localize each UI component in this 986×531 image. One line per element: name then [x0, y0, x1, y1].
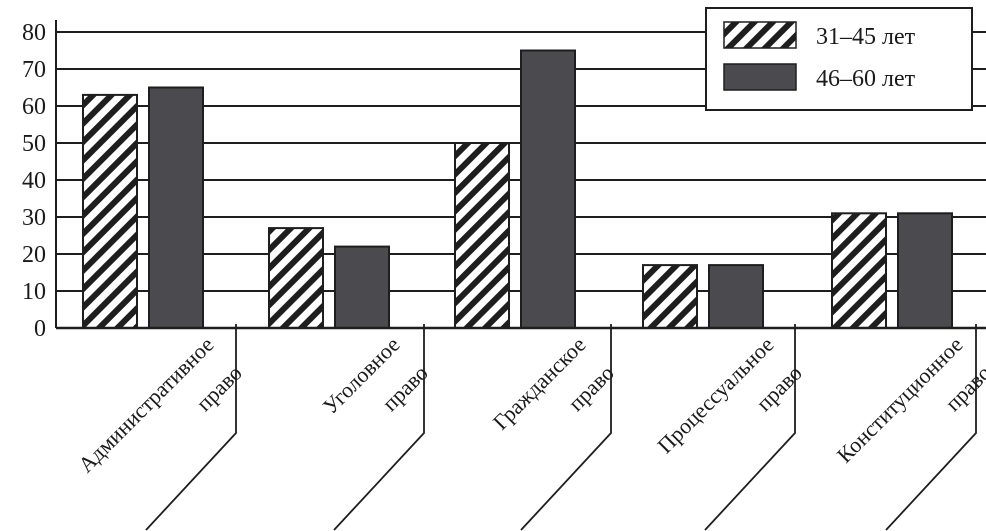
bar-series-2-5	[897, 212, 953, 329]
legend-label-series-1: 31–45 лет	[816, 24, 916, 50]
legend-label-series-2: 46–60 лет	[816, 66, 916, 92]
y-tick-label: 10	[22, 279, 46, 305]
bars	[82, 49, 953, 330]
axes	[55, 20, 986, 531]
bar-series-2-4	[708, 264, 764, 330]
y-tick-label: 20	[22, 242, 46, 268]
bar-series-2-3	[520, 49, 576, 329]
y-tick-label: 50	[22, 131, 46, 157]
y-tick-label: 60	[22, 94, 46, 120]
y-tick-label: 0	[34, 316, 46, 342]
y-tick-label: 30	[22, 205, 46, 231]
category-separator	[885, 324, 977, 531]
bar-series-1-5	[831, 212, 887, 329]
y-tick-label: 80	[22, 20, 46, 46]
category-separator	[333, 324, 425, 531]
category-separator	[704, 324, 796, 531]
bar-series-2-1	[148, 86, 204, 329]
bar-series-2-2	[334, 245, 390, 330]
y-tick-label: 70	[22, 57, 46, 83]
bar-series-1-4	[642, 264, 698, 330]
category-label: Гражданское	[488, 332, 591, 435]
legend-swatch-series-2	[723, 63, 797, 91]
bar-series-1-3	[454, 142, 510, 329]
bar-series-1-1	[82, 93, 138, 330]
legend-swatch-series-1	[723, 21, 797, 49]
bar-series-1-2	[268, 227, 324, 330]
legend: 31–45 лет 46–60 лет	[705, 7, 973, 111]
category-separator	[520, 324, 612, 531]
category-separator	[145, 324, 237, 531]
y-tick-labels: 0 10 20 30 40 50 60 70 80	[22, 20, 46, 342]
y-tick-label: 40	[22, 168, 46, 194]
